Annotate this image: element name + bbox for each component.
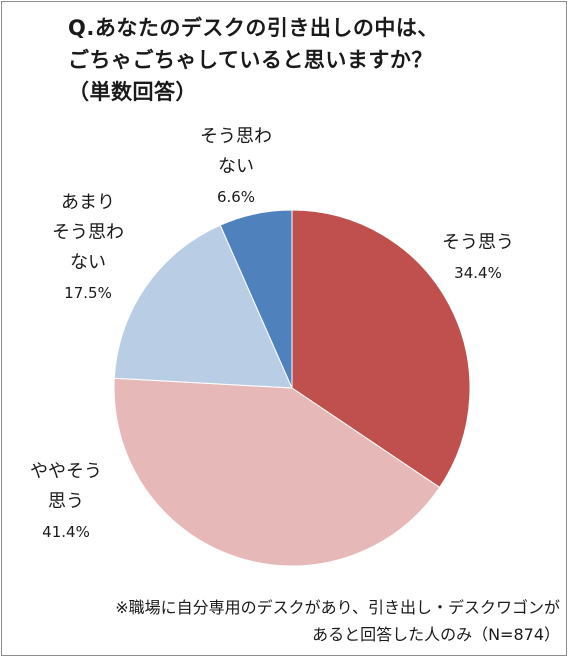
chart-title-line-1: Q.あなたのデスクの引き出しの中は、 xyxy=(68,16,439,40)
pie-chart xyxy=(113,209,471,567)
footnote-line-2: あると回答した人のみ（N=874） xyxy=(312,625,560,644)
footnote-line-1: ※職場に自分専用のデスクがあり、引き出し・デスクワゴンが xyxy=(115,598,560,617)
slice-label-sou-omou: そう思う 34.4% xyxy=(442,232,514,282)
pie-slice-amari-sou-omowanai xyxy=(113,224,293,389)
slice-label-sou-omowanai: そう思わ ない 6.6% xyxy=(200,126,272,206)
pie-slice-sou-omou xyxy=(291,209,471,489)
chart-title-line-2: ごちゃごちゃしていると思いますか？ xyxy=(68,48,433,72)
slice-label-amari-sou-omowanai: あまり そう思わ ない 17.5% xyxy=(52,192,124,302)
footnote: ※職場に自分専用のデスクがあり、引き出し・デスクワゴンが あると回答した人のみ（… xyxy=(32,594,560,648)
slice-label-yaya-sou-omou: ややそう 思う 41.4% xyxy=(30,461,102,541)
chart-title-line-3: （単数回答） xyxy=(68,80,197,104)
pie-slice-yaya-sou-omou xyxy=(113,377,441,567)
pie-slice-sou-omowanai xyxy=(219,209,293,389)
